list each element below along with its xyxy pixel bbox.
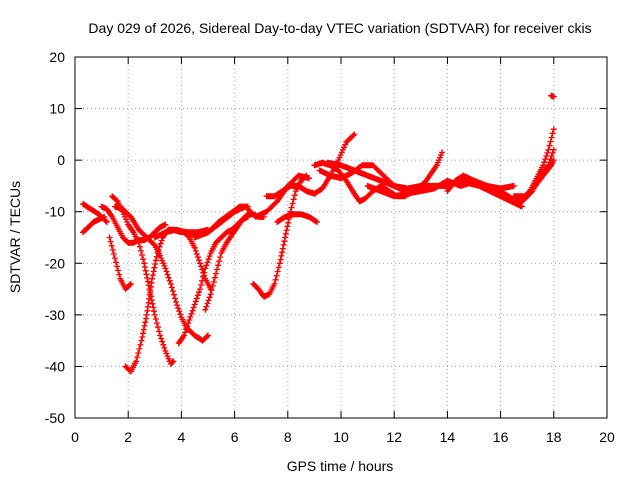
x-tick-label: 12 <box>386 429 402 445</box>
x-tick-label: 8 <box>284 429 292 445</box>
y-axis-label: SDTVAR / TECUs <box>7 181 23 293</box>
x-tick-label: 2 <box>124 429 132 445</box>
y-tick-label: -10 <box>45 204 65 220</box>
series-sat-l <box>250 172 310 300</box>
plus-markers <box>181 229 214 293</box>
x-tick-label: 16 <box>493 429 509 445</box>
y-tick-label: -50 <box>45 410 65 426</box>
data-points <box>80 92 557 375</box>
plus-markers <box>98 203 169 246</box>
series-sat-v <box>510 157 557 200</box>
y-tick-label: -30 <box>45 307 65 323</box>
series-sat-x <box>181 229 214 293</box>
series-sat-f <box>98 203 169 246</box>
y-tick-label: 0 <box>57 152 65 168</box>
plus-markers <box>548 92 557 100</box>
plus-markers <box>250 172 310 300</box>
plus-markers <box>106 234 134 293</box>
y-tick-label: 10 <box>49 101 65 117</box>
x-tick-label: 10 <box>333 429 349 445</box>
x-tick-label: 20 <box>599 429 615 445</box>
plus-markers <box>274 211 321 226</box>
y-tick-label: 20 <box>49 49 65 65</box>
x-tick-label: 18 <box>546 429 562 445</box>
axis-ticks: 0 2 4 6 8 10 12 14 16 18 20 -50 -40 -30 -20 -10 0 10 20 <box>45 49 615 445</box>
series-sat-w <box>548 92 557 100</box>
y-tick-label: -20 <box>45 255 65 271</box>
chart-title: Day 029 of 2026, Sidereal Day-to-day VTE… <box>88 20 591 36</box>
plus-markers <box>80 201 110 226</box>
series-sat-c <box>106 234 134 293</box>
y-tick-label: -40 <box>45 358 65 374</box>
x-axis-label: GPS time / hours <box>287 458 394 474</box>
x-tick-label: 0 <box>71 429 79 445</box>
series-sat-b <box>80 201 110 226</box>
plus-markers <box>510 157 557 200</box>
x-tick-label: 4 <box>178 429 186 445</box>
x-tick-label: 6 <box>231 429 239 445</box>
series-sat-m <box>274 211 321 226</box>
x-tick-label: 14 <box>440 429 456 445</box>
